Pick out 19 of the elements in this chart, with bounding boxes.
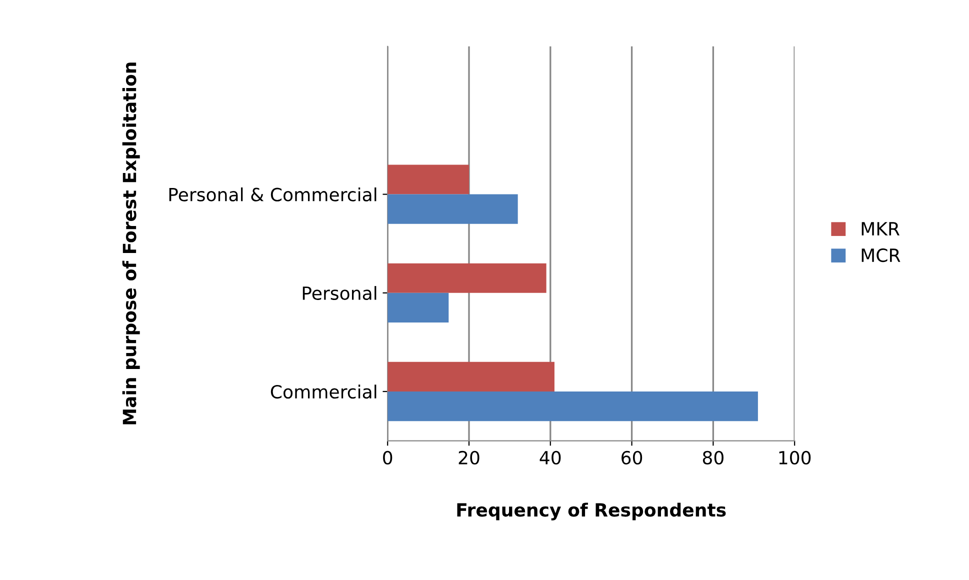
x-tick-label: 100 [779,450,811,464]
y-tick-label: Personal [302,286,376,300]
legend-label: MKR [862,222,900,236]
legend-label: MCR [862,248,900,262]
y-axis-title: Main purpose of Forest Exploitation [122,62,140,424]
bar [388,164,469,194]
x-tick-label: 60 [622,450,642,464]
x-tick-label: 80 [702,450,724,464]
x-tick-label: 40 [540,450,561,464]
x-tick-label: 20 [458,450,480,464]
bar [388,194,518,224]
bar [388,263,546,293]
x-axis-title: Frequency of Respondents [457,502,726,520]
y-tick-label: Commercial [270,384,376,399]
y-tick-label: Personal & Commercial [169,187,376,202]
bar [388,392,758,422]
bar [388,362,554,392]
x-tick-label: 0 [383,450,392,464]
bar [388,292,449,322]
